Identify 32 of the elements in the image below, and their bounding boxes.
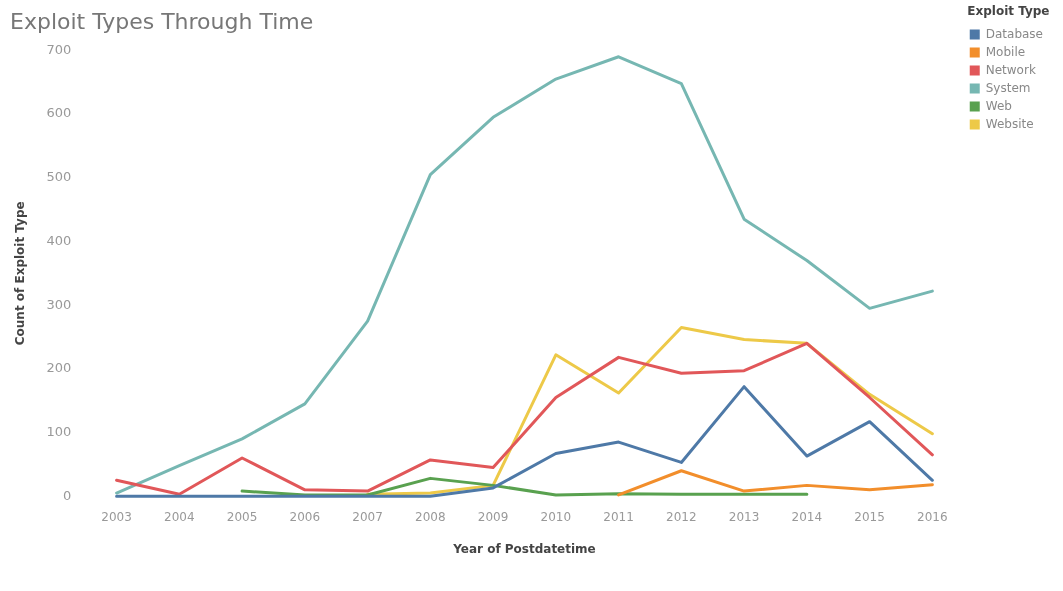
y-axis-title: Count of Exploit Type [13,201,28,346]
x-tick-label: 2005 [226,509,258,524]
x-tick-label: 2013 [728,509,760,524]
x-tick-label: 2008 [415,509,446,524]
x-tick-label: 2011 [603,509,634,524]
y-tick-label: 400 [46,232,72,248]
y-tick-label: 200 [46,360,72,376]
x-tick-label: 2004 [164,509,195,524]
legend-label: Web [985,98,1012,113]
x-tick-label: 2006 [289,509,321,524]
y-tick-label: 600 [46,105,72,121]
y-tick-label: 500 [46,169,72,185]
legend-label: Network [985,62,1036,77]
chart-title: Exploit Types Through Time [10,8,314,34]
legend-label: Mobile [985,44,1026,59]
x-tick-label: 2007 [352,509,383,524]
y-tick-label: 100 [46,423,72,439]
legend-label: Website [985,116,1034,131]
x-tick-label: 2016 [917,509,948,524]
x-tick-label: 2010 [540,509,572,524]
legend-label: System [985,80,1031,95]
x-axis-title: Year of Postdatetime [452,541,596,556]
y-tick-label: 0 [62,487,72,503]
x-tick-label: 2015 [854,509,885,524]
y-tick-label: 300 [46,296,72,312]
x-tick-label: 2009 [477,509,509,524]
legend-title: Exploit Type [967,4,1050,19]
legend-label: Database [985,26,1044,41]
x-tick-label: 2003 [101,509,132,524]
y-tick-label: 700 [46,41,72,57]
x-tick-label: 2014 [791,509,823,524]
x-tick-label: 2012 [666,509,697,524]
